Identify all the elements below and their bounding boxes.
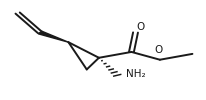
Text: NH₂: NH₂ [126,69,146,79]
Text: O: O [155,45,163,55]
Polygon shape [38,31,68,42]
Text: O: O [136,22,145,32]
